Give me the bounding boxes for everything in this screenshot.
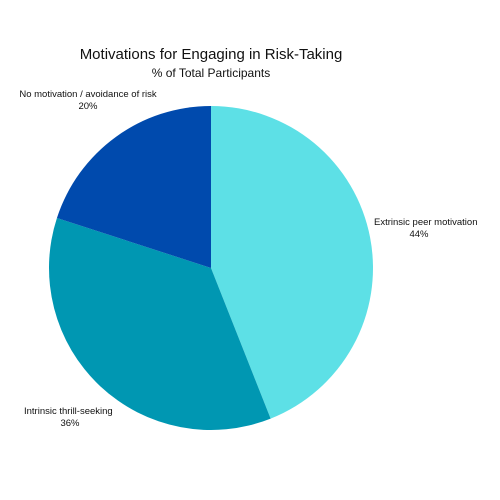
slice-label: Intrinsic thrill-seeking bbox=[24, 406, 113, 417]
slice-value-label: 20% bbox=[78, 101, 98, 112]
pie-slices bbox=[49, 106, 373, 430]
slice-value-label: 36% bbox=[60, 418, 80, 429]
slice-value-label: 44% bbox=[409, 229, 429, 240]
pie-slice-2 bbox=[49, 217, 271, 430]
slice-label: No motivation / avoidance of risk bbox=[19, 89, 157, 100]
slice-label: Extrinsic peer motivation bbox=[374, 217, 477, 228]
chart-subtitle: % of Total Participants bbox=[151, 66, 271, 80]
pie-slice-3 bbox=[56, 106, 212, 268]
pie-slice-1 bbox=[211, 106, 373, 419]
chart-title: Motivations for Engaging in Risk-Taking bbox=[79, 46, 343, 63]
